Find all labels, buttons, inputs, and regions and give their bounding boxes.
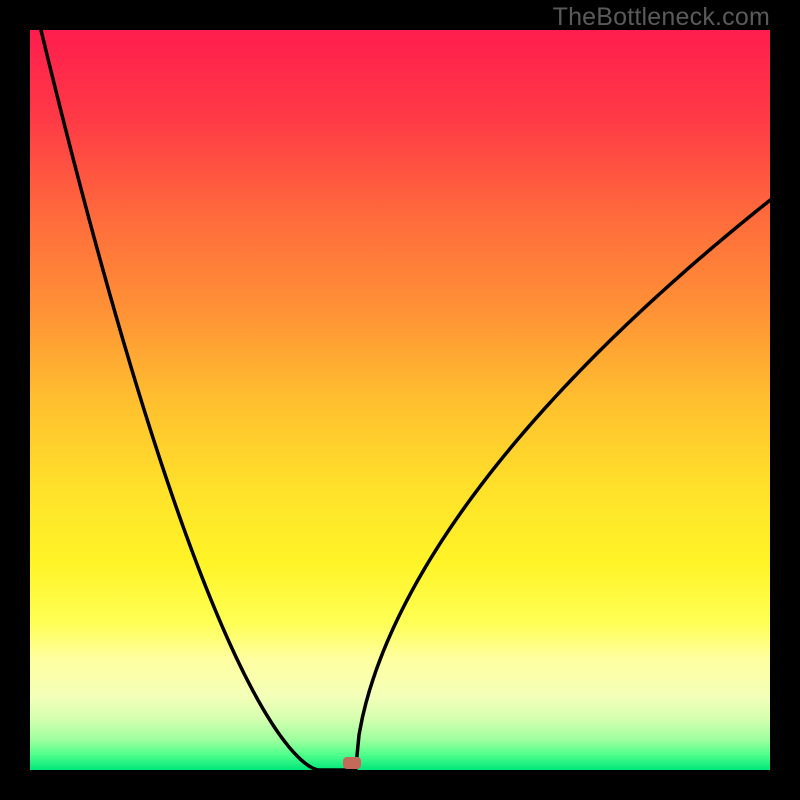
plot-area bbox=[30, 30, 770, 770]
watermark-text: TheBottleneck.com bbox=[553, 3, 770, 32]
optimum-marker bbox=[343, 757, 361, 769]
bottleneck-curve bbox=[30, 30, 770, 770]
